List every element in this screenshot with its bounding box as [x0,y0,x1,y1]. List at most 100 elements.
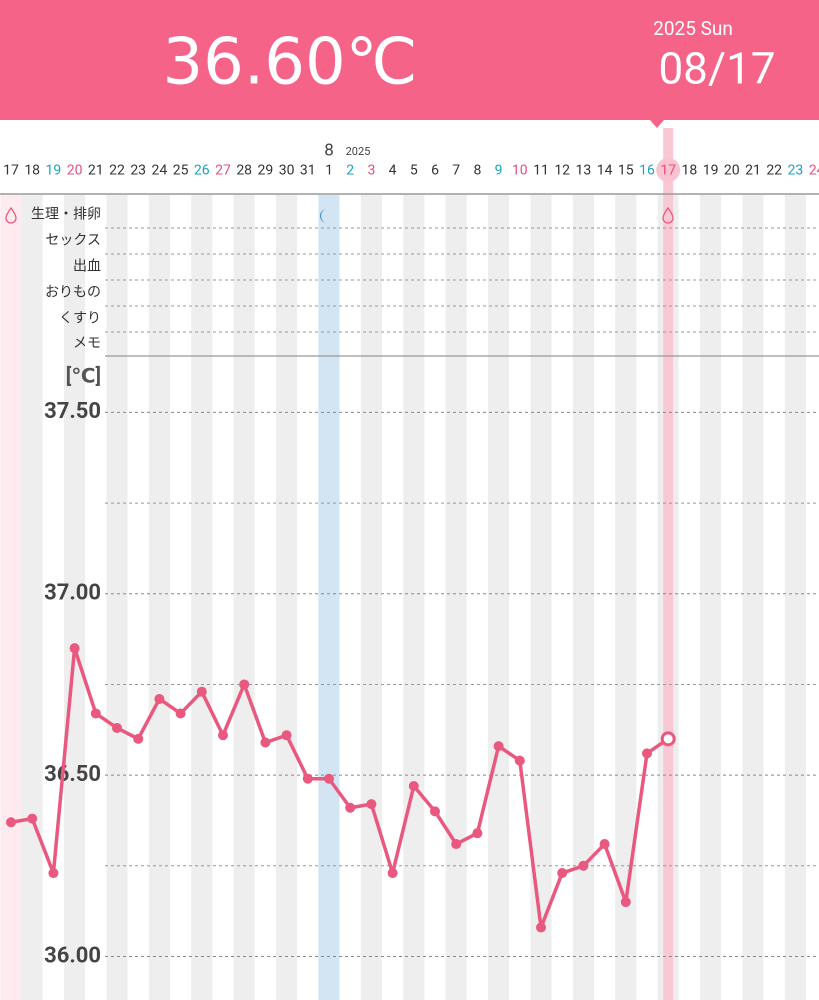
temperature-point [430,806,440,817]
date-label: 31 [300,163,316,179]
day-column [382,195,404,1000]
day-column [594,195,616,1000]
date-label: 9 [495,163,503,179]
date-label: 21 [745,163,761,179]
day-column [106,195,128,1000]
date-label: 12 [554,163,570,179]
temperature-point [90,708,101,719]
selected-date: 08/17 [658,43,775,95]
date-label: 16 [639,163,655,179]
day-column [636,195,658,1000]
day-column [339,195,361,1000]
period-icon [5,206,17,224]
day-column [276,195,298,1000]
header-bar [0,0,819,120]
temperature-point [451,839,462,850]
temperature-point [536,922,546,933]
day-column [254,195,276,1000]
date-label: 8 [473,163,481,179]
temperature-point [175,708,186,719]
day-column [763,195,785,1000]
date-label: 15 [618,163,634,179]
date-label: 19 [46,163,62,179]
day-column [148,195,170,1000]
day-column [806,195,819,1000]
period-icon [662,206,674,224]
selected-column [663,128,674,1000]
temperature-point [660,731,676,747]
date-label: 11 [533,163,549,179]
selected-day-badge [656,158,681,182]
date-label: 24 [809,163,819,179]
day-column [21,195,43,1000]
day-column [466,195,488,1000]
day-column [615,195,637,1000]
date-label: 30 [279,163,295,179]
date-label: 19 [703,163,719,179]
temperature-point [154,693,165,704]
temperature-point [408,781,419,791]
day-column [360,195,382,1000]
day-column [488,195,510,1000]
y-tick-label: 36.50 [44,762,101,787]
day-column [721,195,743,1000]
temperature-point [260,737,271,748]
day-column [424,195,446,1000]
date-label: 1 [325,163,333,179]
day-column [85,195,107,1000]
date-label: 21 [88,163,104,179]
day-column [191,195,213,1000]
date-label: 22 [766,163,782,179]
date-label: 4 [389,163,397,179]
record-row-label: メモ [73,336,101,352]
day-column [170,195,192,1000]
temperature-point [578,860,589,871]
record-row-label: セックス [45,233,101,249]
y-tick-label: 37.50 [44,399,101,424]
day-column [0,195,22,1000]
date-label: 17 [3,163,19,179]
date-label: 27 [215,163,231,179]
temperature-point [387,868,398,879]
temperature-point [218,730,228,741]
day-column [742,195,764,1000]
day-column [445,195,467,1000]
date-label: 13 [576,163,592,179]
date-label: 18 [24,163,40,179]
day-column [551,195,573,1000]
date-label: 18 [682,163,698,179]
record-row-label: くすり [59,311,101,327]
temperature-point [366,799,377,810]
date-label: 5 [410,163,418,179]
header-pointer [650,120,664,128]
day-column [233,195,255,1000]
record-row-label: 生理・排卵 [31,207,101,223]
date-label: 6 [431,163,439,179]
temperature-point [557,868,568,879]
temperature-point [196,686,207,697]
temperature-point [302,773,313,784]
year-weekday: 2025 Sun [653,17,733,40]
day-column [700,195,722,1000]
date-label: 20 [67,163,83,179]
record-row-label: 出血 [73,259,101,275]
date-label: 7 [452,163,460,179]
date-label: 25 [173,163,189,179]
date-label: 14 [597,163,613,179]
temperature-point [620,897,631,908]
ovulation-icon [320,209,327,223]
date-label: 2 [346,163,354,179]
temperature-point [493,741,504,752]
y-axis-unit: [℃] [66,363,101,387]
record-row-label: おりもの [45,285,101,301]
temperature-point [6,817,16,828]
temperature-point [48,868,59,879]
temperature-point [514,755,525,766]
date-label: 26 [194,163,210,179]
current-temperature: 36.60℃ [162,26,417,100]
day-column [297,195,319,1000]
temperature-point [472,828,483,839]
temperature-point [599,839,610,850]
temperature-point [112,722,122,733]
